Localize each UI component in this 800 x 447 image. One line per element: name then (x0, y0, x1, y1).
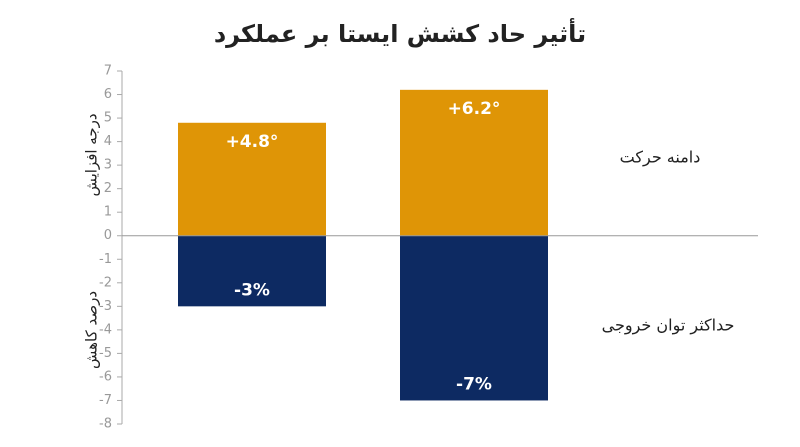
legend-label: دامنه حرکت (620, 148, 701, 168)
y-tick-label: 0 (104, 228, 112, 243)
y-tick-label: 6 (104, 87, 112, 102)
bar (178, 235, 326, 307)
y-tick-label: -7 (99, 393, 112, 408)
bar (400, 235, 548, 401)
y-tick-label: 3 (104, 158, 112, 173)
y-tick-label: -2 (99, 275, 112, 290)
y-axis-label: درجه افزایش (83, 113, 101, 196)
value-label: +6.2° (448, 99, 501, 119)
y-tick-label: 7 (104, 64, 112, 79)
y-tick-label: 4 (104, 134, 112, 149)
value-label: -3% (234, 280, 270, 300)
value-label: -7% (456, 374, 492, 394)
bar (400, 89, 548, 236)
y-tick-label: -4 (99, 322, 112, 337)
y-tick-label: -8 (99, 417, 112, 432)
y-tick-label: -3 (99, 299, 112, 314)
chart-title: تأثیر حاد کشش ایستا بر عملکرد (214, 18, 586, 48)
y-tick-label: 1 (104, 205, 112, 220)
y-tick-label: -1 (99, 252, 112, 267)
y-tick-label: 5 (104, 111, 112, 126)
y-tick-label: 2 (104, 181, 112, 196)
y-tick-label: -6 (99, 369, 112, 384)
legend-label: حداکثر توان خروجی (602, 316, 735, 336)
bar (178, 122, 326, 236)
value-label: +4.8° (226, 132, 279, 152)
y-axis-label: درصد کاهش (83, 291, 101, 369)
y-tick-label: -5 (99, 346, 112, 361)
